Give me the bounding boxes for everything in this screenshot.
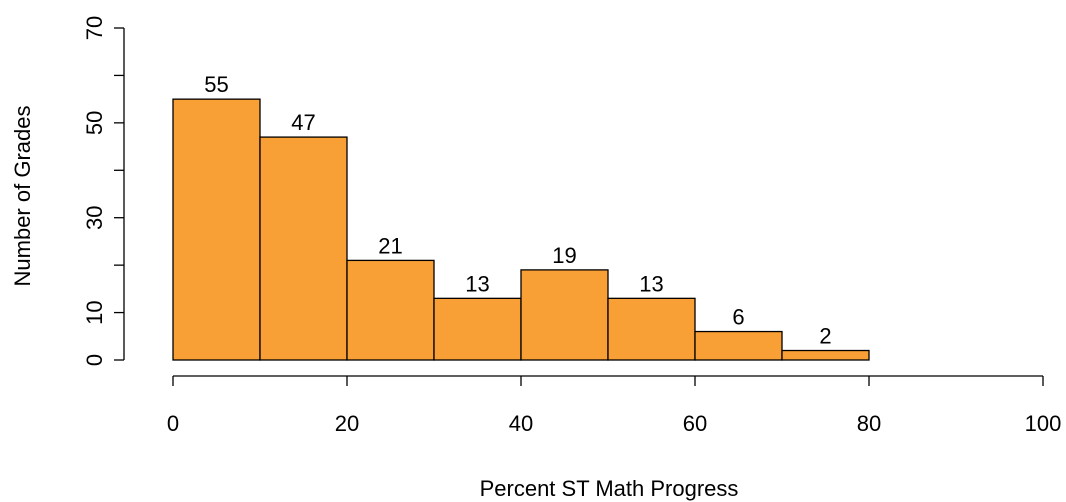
x-tick-label: 80 [857, 411, 881, 436]
x-axis: 0 20 40 60 80 100 [167, 375, 1062, 436]
bar-value-label: 47 [291, 110, 315, 135]
data-labels-group: 55 47 21 13 19 13 6 2 [204, 72, 831, 348]
y-tick-label: 0 [82, 354, 107, 366]
y-axis: 0 10 30 50 70 [82, 16, 125, 366]
x-tick-label: 20 [335, 411, 359, 436]
histogram-bar [607, 297, 696, 361]
histogram-bar [259, 136, 348, 361]
y-tick-label: 50 [82, 111, 107, 135]
bar-value-label: 2 [819, 324, 831, 349]
histogram-bar [781, 349, 870, 361]
histogram-bar [346, 259, 435, 361]
bar-value-label: 6 [732, 305, 744, 330]
y-tick-label: 30 [82, 205, 107, 229]
bar-value-label: 55 [204, 72, 228, 97]
bars-group [172, 98, 870, 361]
histogram-bar [520, 269, 609, 361]
x-tick-label: 0 [167, 411, 179, 436]
bar-value-label: 21 [378, 233, 402, 258]
x-tick-label: 100 [1025, 411, 1062, 436]
x-axis-title: Percent ST Math Progress [480, 476, 739, 501]
y-tick-label: 10 [82, 300, 107, 324]
y-tick-label: 70 [82, 16, 107, 40]
y-axis-title: Number of Grades [10, 106, 35, 287]
bar-value-label: 19 [552, 243, 576, 268]
histogram-bar [694, 330, 783, 361]
x-tick-label: 40 [509, 411, 533, 436]
histogram-bar [433, 297, 522, 361]
bar-value-label: 13 [639, 271, 663, 296]
bar-value-label: 13 [465, 271, 489, 296]
histogram-bar [172, 98, 261, 361]
x-tick-label: 60 [683, 411, 707, 436]
